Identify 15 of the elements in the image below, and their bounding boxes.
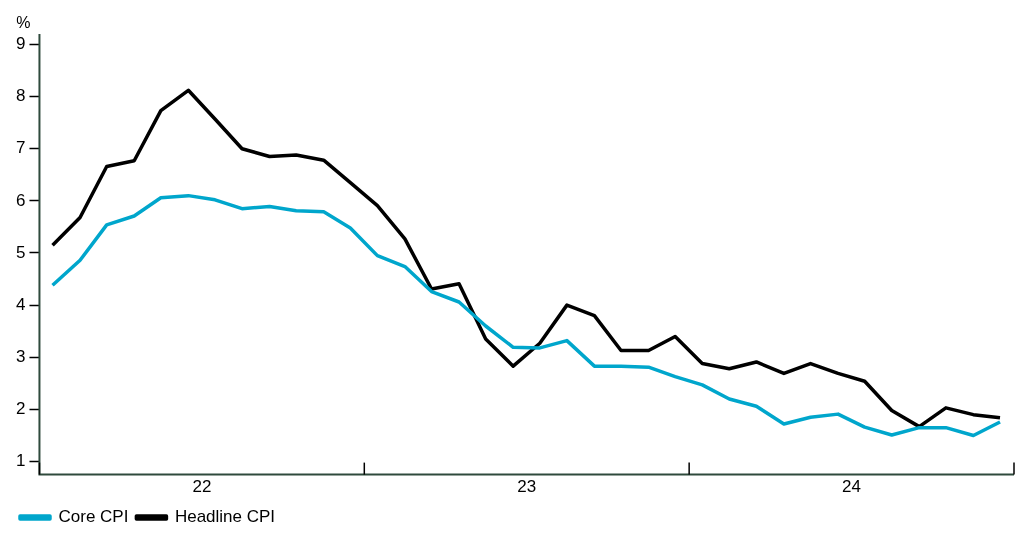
legend-label: Headline CPI	[174, 507, 276, 527]
y-tick-label: 1	[15, 451, 26, 471]
y-tick-label: 9	[15, 34, 26, 54]
legend-label: Core CPI	[58, 507, 129, 527]
x-tick-label: 22	[192, 477, 212, 497]
y-tick-label: 2	[15, 399, 26, 419]
y-tick-label: 7	[15, 138, 26, 158]
y-tick-label: 6	[15, 190, 26, 210]
y-tick-label: 3	[15, 346, 26, 366]
x-tick-label: 23	[517, 477, 537, 497]
y-tick-label: 5	[15, 242, 26, 262]
x-tick-label: 24	[842, 477, 862, 497]
y-tick-label: 4	[15, 294, 26, 314]
y-tick-label: 8	[15, 86, 26, 106]
y-axis-title: %	[16, 14, 31, 32]
